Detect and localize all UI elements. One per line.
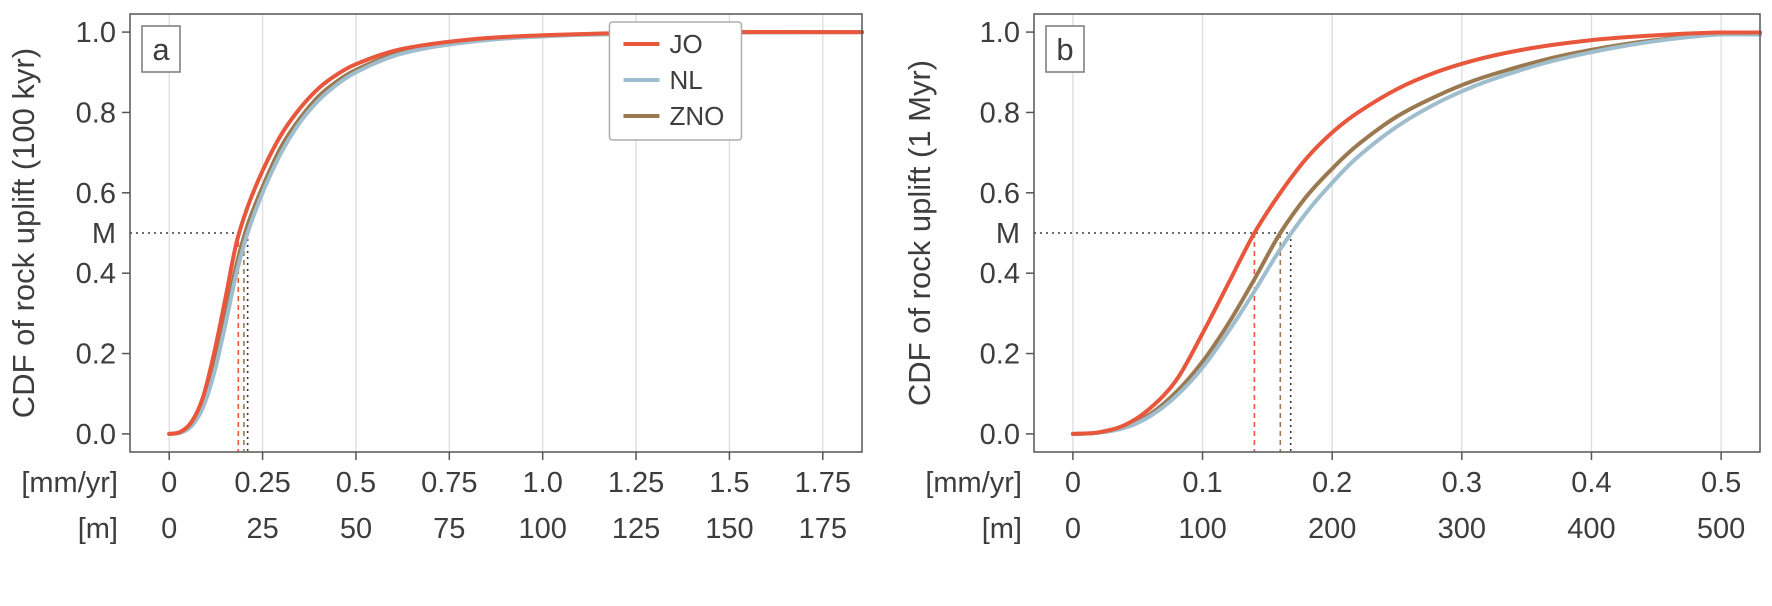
x-tick-label: 100: [518, 513, 566, 545]
x-tick-label: 0: [161, 513, 177, 545]
y-tick-label: 1.0: [76, 17, 116, 49]
panel-label-box: [1045, 25, 1085, 73]
x-tick-label: 75: [433, 513, 465, 545]
x-tick-label: 1.5: [709, 467, 749, 499]
x-tick-label: 0.4: [1571, 467, 1611, 499]
x-tick-label: 0.2: [1312, 467, 1352, 499]
series-JO-curve: [167, 30, 864, 436]
x-tick-label: 50: [340, 513, 372, 545]
legend-box: [608, 21, 743, 141]
x-tick-label: 200: [1308, 513, 1356, 545]
y-axis-label: CDF of rock uplift (100 kyr): [6, 48, 41, 418]
x-tick-label: 0: [161, 467, 177, 499]
x-tick-label: 500: [1697, 513, 1745, 545]
axes-box: [129, 13, 863, 453]
x-axis-unit-label: [m]: [982, 513, 1022, 545]
x-axis-unit-label: [mm/yr]: [925, 467, 1022, 499]
y-tick-label: 0.8: [76, 97, 116, 129]
panel-b-chart: 0.0 0.2 0.4 0.6 0.8 1.0 M [mm/yr] 0 0.1 0.2 0.3 0.4 0…: [902, 13, 1762, 545]
x-tick-label: 175: [799, 513, 847, 545]
x-tick-label: 0: [1065, 513, 1081, 545]
x-tick-label: 1.25: [608, 467, 664, 499]
y-tick-label: 0.2: [76, 339, 116, 371]
series-NL-curve: [167, 30, 864, 436]
y-tick-label: 0.6: [980, 178, 1020, 210]
y-tick-label: 0.0: [76, 419, 116, 451]
axes-box: [1033, 13, 1761, 453]
series-NL-curve: [1070, 32, 1762, 436]
x-tick-label: 150: [705, 513, 753, 545]
x-tick-label: 300: [1438, 513, 1486, 545]
y-tick-label: 0.2: [980, 339, 1020, 371]
legend-label-JO: JO: [669, 29, 702, 59]
x-tick-label: 0.75: [421, 467, 477, 499]
y-axis-label: CDF of rock uplift (1 Myr): [902, 60, 937, 406]
x-axis-unit-label: [m]: [78, 513, 118, 545]
median-label: M: [92, 218, 116, 250]
x-tick-label: 25: [246, 513, 278, 545]
panel-label: a: [152, 32, 170, 67]
median-label: M: [996, 218, 1020, 250]
series-ZNO-curve: [167, 30, 864, 436]
y-tick-label: 0.4: [980, 258, 1020, 290]
y-tick-label: 0.4: [76, 258, 116, 290]
x-tick-label: 1.0: [523, 467, 563, 499]
panel-label: b: [1056, 32, 1073, 67]
y-tick-label: 0.6: [76, 178, 116, 210]
legend-label-ZNO: ZNO: [669, 101, 724, 131]
x-tick-label: 400: [1567, 513, 1615, 545]
legend-label-NL: NL: [669, 65, 702, 95]
y-tick-label: 0.0: [980, 419, 1020, 451]
panel-label-box: [141, 25, 181, 73]
x-axis-unit-label: [mm/yr]: [21, 467, 118, 499]
y-tick-label: 0.8: [980, 97, 1020, 129]
panel-a-chart: 0.0 0.2 0.4 0.6 0.8 1.0 M [mm/yr] 0 0.25 0.5 0.75 1.…: [6, 13, 864, 545]
series-ZNO-curve: [1070, 31, 1762, 436]
x-tick-label: 0.1: [1182, 467, 1222, 499]
x-tick-label: 100: [1178, 513, 1226, 545]
x-tick-label: 0.5: [1701, 467, 1741, 499]
y-tick-label: 1.0: [980, 17, 1020, 49]
x-tick-label: 0.3: [1442, 467, 1482, 499]
x-tick-label: 1.75: [795, 467, 851, 499]
x-tick-label: 125: [612, 513, 660, 545]
series-JO-curve: [1070, 30, 1762, 436]
x-tick-label: 0: [1065, 467, 1081, 499]
x-tick-label: 0.25: [234, 467, 290, 499]
x-tick-label: 0.5: [336, 467, 376, 499]
